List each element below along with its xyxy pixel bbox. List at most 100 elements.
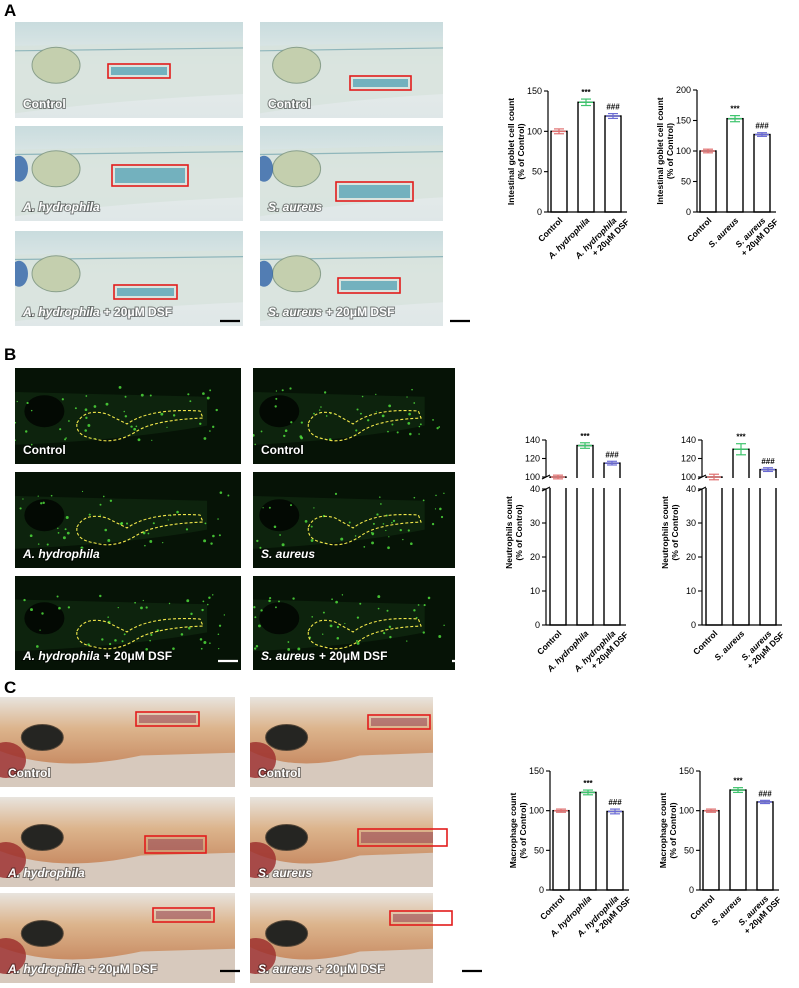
significance: ### — [608, 798, 622, 807]
gut-outline — [76, 514, 204, 546]
cell — [325, 415, 328, 417]
cell — [377, 607, 380, 610]
caption-treatment: + 20μM DSF — [89, 962, 157, 976]
cell — [375, 411, 377, 413]
bar — [753, 133, 771, 213]
panel-letter: A — [4, 1, 16, 20]
cell — [101, 638, 104, 641]
significance: ### — [755, 122, 769, 131]
y-axis-label: (% of Control) — [665, 123, 675, 179]
cell — [172, 414, 176, 417]
bar — [604, 115, 622, 213]
y-tick-label: 0 — [689, 885, 694, 895]
cell — [283, 434, 286, 438]
bar — [579, 791, 597, 891]
cell — [279, 534, 281, 536]
cell — [348, 521, 351, 524]
cell — [334, 492, 338, 496]
cell — [107, 616, 109, 618]
roi-box — [135, 711, 200, 727]
gut-stain — [148, 839, 203, 850]
cell — [150, 633, 153, 637]
gut-stain — [117, 288, 174, 296]
cell — [322, 611, 325, 614]
cell — [382, 632, 386, 635]
cell — [149, 394, 152, 397]
caption-species: A. hydrophila — [22, 547, 100, 561]
cell — [227, 494, 230, 497]
cell — [329, 624, 333, 628]
cell — [119, 522, 123, 526]
y-axis-label: (% of Control) — [670, 504, 680, 560]
micrograph — [0, 797, 235, 887]
x-tick-label-group: S. aureus+ 20μM DSF — [736, 893, 783, 936]
cell — [15, 421, 17, 424]
cell — [130, 425, 133, 428]
micrograph — [15, 576, 241, 670]
bar — [576, 444, 594, 626]
cell — [292, 597, 295, 600]
cell — [432, 419, 434, 421]
cell — [99, 503, 102, 506]
cell — [268, 506, 271, 509]
cell — [64, 438, 67, 441]
cell — [254, 616, 257, 619]
cell — [434, 508, 437, 510]
bar — [756, 801, 774, 891]
bar-chart: Macrophage count (% of Control)050100150C… — [508, 766, 633, 940]
cell — [289, 387, 292, 390]
yolk — [31, 150, 81, 188]
cell — [355, 429, 358, 432]
significance: ### — [761, 457, 775, 466]
image-caption: Control — [261, 443, 304, 457]
cell — [418, 433, 420, 435]
cell — [382, 523, 385, 525]
cell — [399, 528, 402, 532]
cell — [356, 408, 359, 411]
cell — [64, 528, 67, 531]
x-tick-label-group: S. aureus+ 20μM DSF — [733, 215, 780, 258]
cell — [202, 392, 205, 395]
gut-outline — [307, 410, 422, 442]
cell — [371, 541, 374, 545]
roi-box — [107, 63, 171, 79]
cell — [340, 537, 344, 541]
bar-chart: Intestinal goblet cell count (% of Contro… — [506, 86, 631, 262]
significance: ### — [758, 789, 772, 798]
cell — [284, 429, 288, 432]
cell — [58, 606, 61, 610]
y-axis-label: Macrophage count — [658, 793, 668, 869]
caption-treatment: + 20μM DSF — [316, 962, 384, 976]
cell — [409, 432, 412, 436]
eye — [20, 824, 64, 851]
cell — [275, 606, 277, 609]
image-caption: S. aureus + 20μM DSF — [258, 962, 384, 976]
cell — [57, 527, 59, 530]
eye — [259, 602, 300, 635]
gut-stain — [393, 914, 433, 922]
cell — [118, 385, 122, 389]
cell — [87, 424, 91, 427]
micrograph — [253, 368, 455, 464]
cell — [419, 423, 422, 426]
micrograph — [250, 797, 433, 887]
cell — [140, 606, 143, 610]
image-caption: A. hydrophila + 20μM DSF — [22, 649, 172, 663]
cell — [359, 602, 362, 605]
cell — [407, 529, 410, 532]
y-tick-label: 140 — [681, 435, 696, 445]
fish-body — [15, 599, 208, 652]
cell — [389, 635, 392, 639]
yolk — [272, 150, 322, 188]
fish-belly — [0, 851, 235, 887]
cell — [152, 522, 155, 525]
cell — [104, 528, 108, 532]
fish-belly — [250, 751, 433, 787]
bar-chart: Intestinal goblet cell count (% of Contro… — [655, 85, 780, 258]
eye — [265, 724, 309, 751]
gut-stain — [361, 832, 433, 843]
cell — [190, 612, 193, 616]
cell — [125, 522, 129, 525]
y-tick-label: 100 — [529, 806, 544, 816]
fish-body — [15, 496, 208, 549]
